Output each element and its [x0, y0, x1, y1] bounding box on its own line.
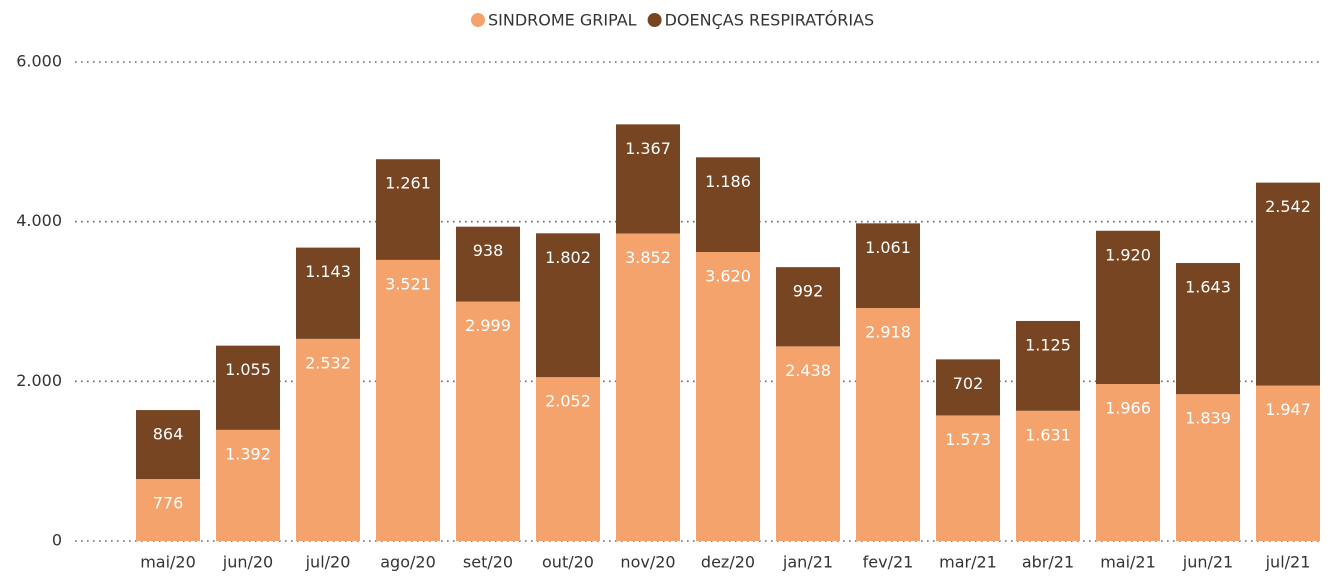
data-label: 3.852 [625, 248, 671, 267]
bar-segment [456, 301, 520, 541]
data-label: 1.631 [1025, 425, 1071, 444]
legend-label: SINDROME GRIPAL [488, 11, 637, 30]
data-label: 1.261 [385, 174, 431, 193]
bar-segment [776, 267, 840, 347]
data-label: 776 [153, 494, 184, 513]
data-label: 1.947 [1265, 400, 1311, 419]
legend-marker [647, 13, 662, 27]
data-label: 2.052 [545, 392, 591, 411]
data-label: 1.143 [305, 262, 351, 281]
data-label: 1.839 [1185, 409, 1231, 428]
bar-segment [696, 252, 760, 541]
x-tick-label: abr/21 [1022, 553, 1074, 572]
bar-segment [456, 226, 520, 302]
bar-segment [1016, 320, 1080, 411]
bar-segment [936, 415, 1000, 541]
data-label: 2.918 [865, 323, 911, 342]
data-label: 1.125 [1025, 335, 1071, 354]
data-label: 1.392 [225, 444, 271, 463]
y-tick-label: 2.000 [16, 371, 62, 390]
data-label: 2.999 [465, 316, 511, 335]
bar-segment [1256, 385, 1320, 541]
data-label: 992 [793, 282, 824, 301]
data-label: 2.532 [305, 353, 351, 372]
data-label: 702 [953, 374, 984, 393]
x-tick-label: out/20 [542, 553, 594, 572]
data-label: 1.367 [625, 139, 671, 158]
bar-segment [296, 247, 360, 339]
bar-segment [376, 259, 440, 541]
x-tick-label: jan/21 [782, 553, 833, 572]
data-label: 938 [473, 241, 504, 260]
x-tick-label: ago/20 [380, 553, 436, 572]
y-tick-label: 6.000 [16, 52, 62, 71]
bar-segment [696, 157, 760, 253]
data-label: 1.643 [1185, 278, 1231, 297]
x-tick-label: jun/20 [222, 553, 273, 572]
data-label: 1.802 [545, 248, 591, 267]
data-label: 3.620 [705, 267, 751, 286]
bar-segment [616, 233, 680, 541]
x-tick-label: set/20 [463, 553, 513, 572]
bar-segment [216, 345, 280, 430]
bar-segment [136, 479, 200, 541]
legend-marker [471, 13, 485, 27]
bar-segment [616, 124, 680, 234]
bar-segment [376, 159, 440, 260]
bar-segment [536, 377, 600, 541]
bar-segment [1016, 410, 1080, 541]
bar-segment [1256, 182, 1320, 386]
bar-segment [136, 410, 200, 480]
bar-segment [776, 346, 840, 541]
data-label: 2.542 [1265, 197, 1311, 216]
y-tick-label: 0 [52, 531, 62, 550]
data-label: 1.920 [1105, 245, 1151, 264]
legend-label: DOENÇAS RESPIRATÓRIAS [665, 11, 875, 30]
bar-segment [1176, 394, 1240, 541]
data-label: 1.186 [705, 172, 751, 191]
x-tick-label: mai/20 [140, 553, 196, 572]
bar-segment [296, 338, 360, 541]
data-label: 1.966 [1105, 399, 1151, 418]
x-tick-label: fev/21 [863, 553, 914, 572]
x-tick-label: dez/20 [701, 553, 755, 572]
x-tick-label: nov/20 [620, 553, 675, 572]
bar-segment [1176, 263, 1240, 395]
bar-segment [536, 233, 600, 378]
bar-segment [856, 223, 920, 309]
data-label: 1.061 [865, 238, 911, 257]
y-tick-label: 4.000 [16, 211, 62, 230]
x-tick-label: jul/20 [305, 553, 351, 572]
bar-segment [936, 359, 1000, 416]
data-label: 864 [153, 425, 184, 444]
data-label: 1.573 [945, 430, 991, 449]
x-tick-label: jun/21 [1182, 553, 1233, 572]
bar-segment [1096, 384, 1160, 541]
x-tick-label: mai/21 [1100, 553, 1156, 572]
data-label: 1.055 [225, 360, 271, 379]
x-tick-label: jul/21 [1265, 553, 1311, 572]
bar-segment [856, 308, 920, 541]
data-label: 3.521 [385, 274, 431, 293]
bar-segment [216, 429, 280, 541]
bar-segment [1096, 230, 1160, 385]
data-label: 2.438 [785, 361, 831, 380]
x-tick-label: mar/21 [939, 553, 997, 572]
